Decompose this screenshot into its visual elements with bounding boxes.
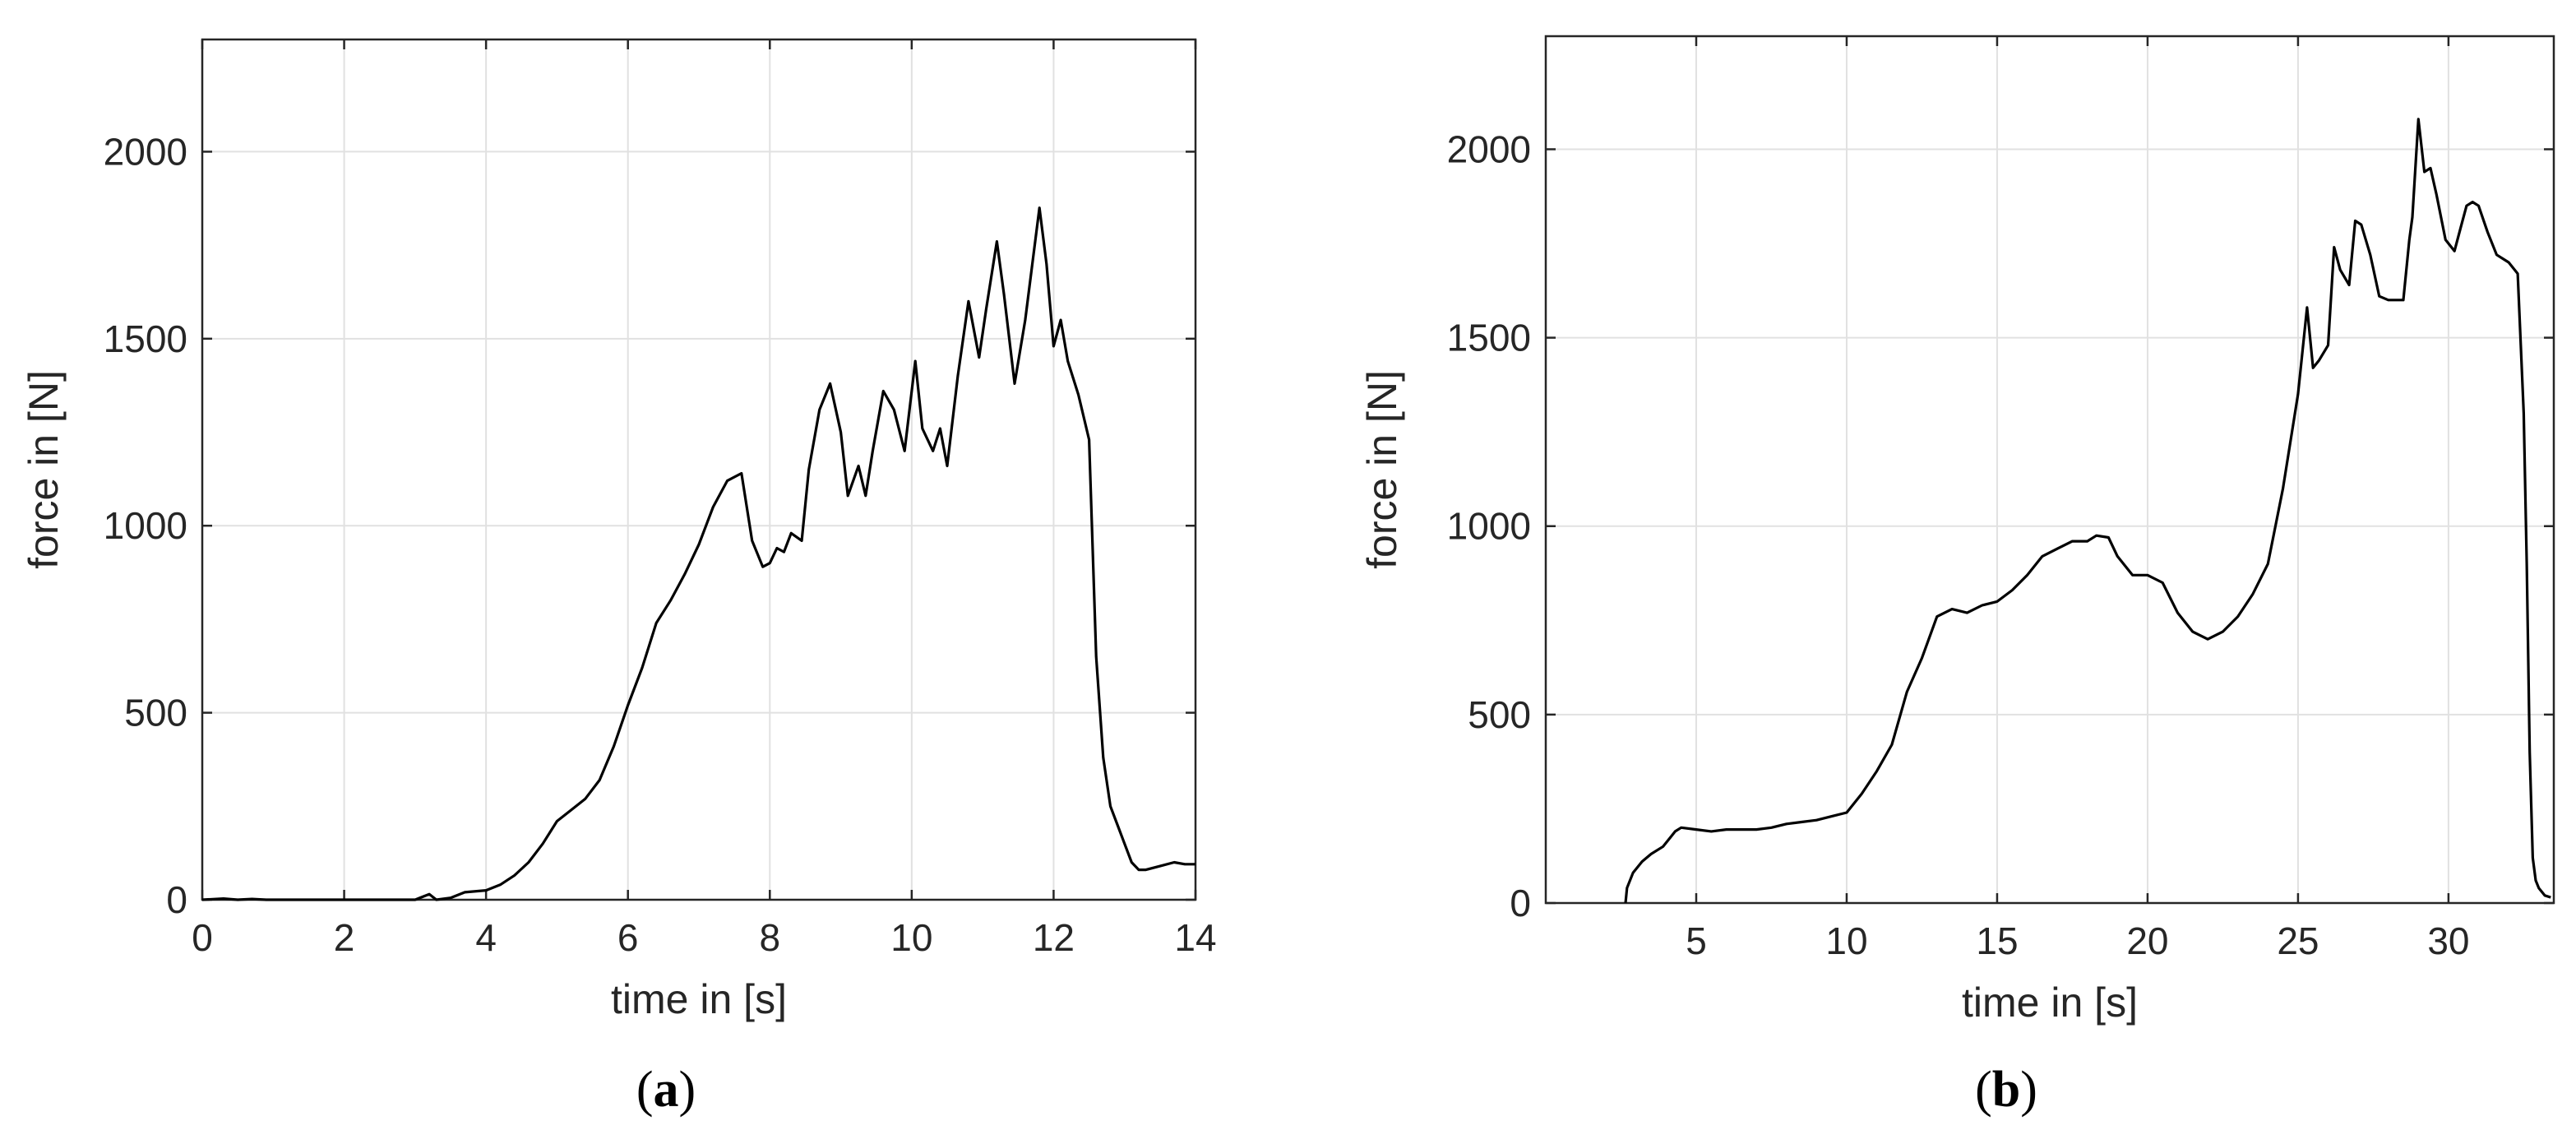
caption-close-paren: ) xyxy=(2020,1062,2037,1118)
grid xyxy=(202,39,1196,900)
plot-frame xyxy=(1544,35,2555,905)
y-tick-label: 500 xyxy=(124,692,187,734)
x-axis-label: time in [s] xyxy=(611,976,787,1022)
chart-a: 0 2 4 6 8 10 12 14 0 500 1000 1500 2000 time in [s] fo… xyxy=(21,38,1217,1118)
x-tick-label: 8 xyxy=(759,916,780,959)
y-axis-label: force in [N] xyxy=(1359,370,1405,569)
x-tick-label: 30 xyxy=(2427,919,2469,962)
plot-frame xyxy=(201,38,1197,901)
caption-close-paren: ) xyxy=(679,1062,696,1118)
force-series-line xyxy=(201,206,1196,901)
x-tick-label: 25 xyxy=(2277,919,2319,962)
caption-open-paren: ( xyxy=(636,1062,654,1118)
x-tick-label: 0 xyxy=(192,916,213,959)
x-tick-label: 14 xyxy=(1174,916,1216,959)
x-tick-label: 12 xyxy=(1033,916,1075,959)
y-tick-label: 2000 xyxy=(104,130,187,173)
x-tick-label: 4 xyxy=(475,916,497,959)
y-tick-label: 0 xyxy=(1510,882,1531,924)
subfigure-caption: (b) xyxy=(1975,1062,2037,1118)
x-tick-label: 20 xyxy=(2126,919,2168,962)
subfigure-caption: (a) xyxy=(636,1062,696,1118)
grid xyxy=(1546,36,2554,903)
x-tick-label: 10 xyxy=(890,916,932,959)
caption-letter: a xyxy=(654,1062,679,1118)
y-tick-label: 2000 xyxy=(1447,127,1531,170)
y-tick-label: 1000 xyxy=(104,504,187,547)
y-tick-label: 0 xyxy=(166,878,187,921)
x-tick-label: 15 xyxy=(1976,919,2018,962)
x-tick-label: 2 xyxy=(334,916,355,959)
y-tick-label: 1500 xyxy=(104,317,187,360)
y-axis-label: force in [N] xyxy=(21,370,67,569)
x-tick-label: 5 xyxy=(1686,919,1707,962)
caption-letter: b xyxy=(1992,1062,2020,1118)
x-tick-label: 6 xyxy=(617,916,639,959)
chart-b: 5 10 15 20 25 30 0 500 1000 1500 2000 time in [s] fo… xyxy=(1359,35,2555,1118)
x-tick-label: 10 xyxy=(1825,919,1867,962)
y-tick-label: 1000 xyxy=(1447,505,1531,548)
x-axis-label: time in [s] xyxy=(1962,980,2138,1026)
caption-open-paren: ( xyxy=(1975,1062,1992,1118)
y-tick-label: 1500 xyxy=(1447,317,1531,359)
force-series-line xyxy=(1624,118,2551,904)
y-tick-label: 500 xyxy=(1468,693,1531,736)
